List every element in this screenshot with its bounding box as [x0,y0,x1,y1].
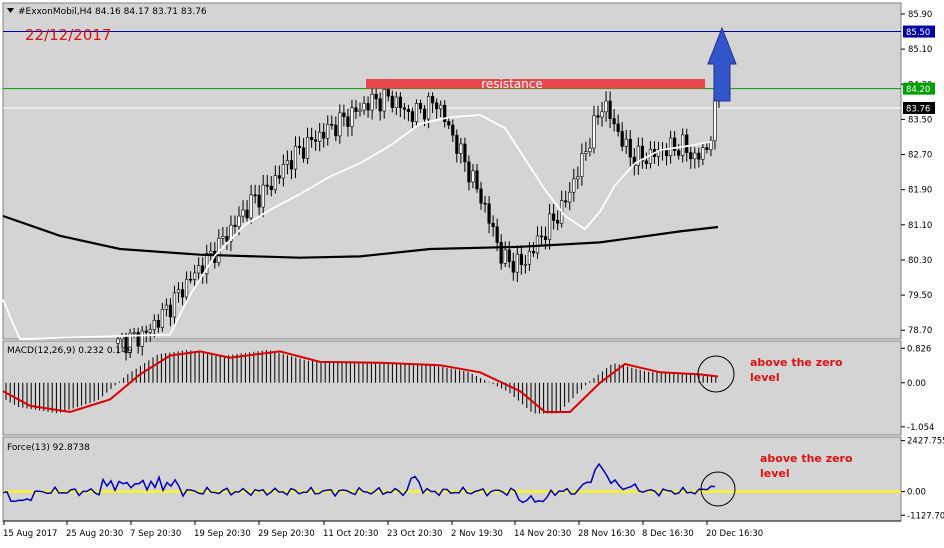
fast-moving-average-line [2,114,713,340]
macd-highlight-circle [697,355,735,393]
price-tick-label: 81.90 [908,186,932,196]
force-tick-label: -1127.70 [907,511,944,521]
time-tick-label: 11 Oct 20:30 [323,529,378,539]
time-tick-label: 23 Oct 20:30 [387,529,442,539]
price-panel[interactable] [2,2,902,340]
candlestick-series [116,83,721,361]
force-index-line [2,462,716,504]
macd-axis: 0.826 0.00 -1.054 [901,344,934,433]
force-tick-label: 2427.755 [907,437,944,447]
time-axis: 15 Aug 2017 25 Aug 20:30 7 Sep 20:30 19 Sep… [3,520,901,539]
time-tick-label: 29 Sep 20:30 [258,529,315,539]
price-tick-label: 85.10 [908,45,932,55]
symbol-header: #ExxonMobil,H4 84.16 84.17 83.71 83.76 [18,7,207,17]
time-tick-label: 15 Aug 2017 [3,529,57,539]
chevron-down-icon[interactable] [7,8,14,13]
macd-title: MACD(12,26,9) 0.232 0.149 [7,346,133,356]
macd-panel[interactable] [2,340,902,436]
green-level-tag: 84.20 [906,85,930,95]
blue-level-tag: 85.50 [906,28,930,38]
price-tick-label: 78.70 [908,326,932,336]
slow-moving-average-line [2,214,719,259]
time-tick-label: 25 Aug 20:30 [66,529,123,539]
up-arrow-icon [707,26,737,102]
time-tick-label: 20 Dec 16:30 [706,529,763,539]
force-panel[interactable] [2,436,902,522]
macd-histogram [5,350,717,414]
time-tick-label: 28 Nov 16:30 [578,529,635,539]
force-tick-label: 0.00 [907,488,926,498]
force-title: Force(13) 92.8738 [7,443,90,453]
resistance-label: resistance [481,77,543,91]
force-highlight-circle [700,471,736,507]
force-axis: 2427.755 0.00 -1127.70 [901,437,944,521]
macd-tick-label: 0.826 [907,344,931,354]
price-tick-label: 81.10 [908,221,932,231]
time-tick-label: 14 Nov 20:30 [514,529,571,539]
price-tick-label: 83.50 [908,115,932,125]
current-price-tag: 83.76 [906,104,930,114]
price-tick-label: 85.90 [908,10,932,20]
price-tick-label: 80.30 [908,256,932,266]
time-tick-label: 8 Dec 16:30 [642,529,694,539]
time-tick-label: 19 Sep 20:30 [194,529,251,539]
macd-tick-label: 0.00 [907,379,926,389]
macd-signal-line [2,350,719,414]
time-tick-label: 7 Sep 20:30 [130,529,181,539]
macd-tick-label: -1.054 [907,423,934,433]
resistance-zone[interactable] [366,78,705,89]
time-tick-label: 2 Nov 19:30 [451,529,503,539]
macd-annotation: above the zero level [750,356,843,384]
force-annotation: above the zero level [760,452,853,480]
date-annotation: 22/12/2017 [25,26,111,44]
price-tick-label: 79.50 [908,291,932,301]
price-tick-label: 82.70 [908,151,932,161]
